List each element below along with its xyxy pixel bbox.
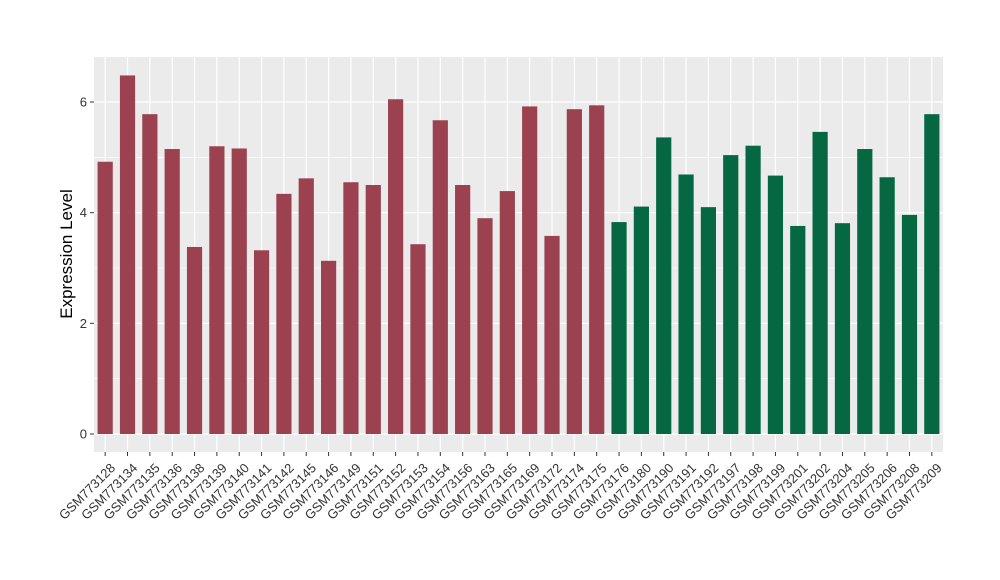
bar-GSM773146: [320, 260, 337, 434]
bar-GSM773136: [164, 149, 180, 435]
bar-GSM773175: [589, 105, 605, 434]
bar-GSM773205: [857, 149, 873, 435]
y-tick-label: 2: [80, 316, 87, 331]
bar-GSM773156: [455, 185, 471, 434]
bar-GSM773192: [700, 207, 717, 434]
bar-GSM773151: [365, 185, 381, 434]
bar-GSM773191: [678, 174, 694, 434]
bar-GSM773163: [477, 218, 493, 434]
y-axis-title: Expression Level: [57, 189, 76, 318]
bar-GSM773190: [656, 137, 672, 434]
bar-GSM773135: [142, 114, 158, 434]
bar-GSM773139: [209, 146, 225, 434]
bar-GSM773180: [633, 206, 649, 434]
bar-GSM773128: [97, 161, 113, 434]
bar-GSM773152: [388, 99, 404, 434]
bars-group: [97, 75, 940, 435]
bar-GSM773134: [119, 75, 136, 434]
bar-GSM773169: [522, 106, 538, 434]
bar-GSM773138: [186, 246, 203, 434]
bar-GSM773141: [253, 250, 270, 434]
bar-GSM773204: [834, 223, 851, 434]
bar-GSM773165: [499, 191, 515, 434]
y-tick-label: 4: [80, 205, 87, 220]
bar-GSM773208: [901, 214, 918, 434]
bar-GSM773172: [544, 235, 560, 434]
bar-GSM773174: [566, 109, 582, 435]
bar-GSM773202: [812, 131, 828, 434]
bar-GSM773176: [611, 222, 627, 434]
bar-GSM773206: [879, 177, 895, 434]
bar-GSM773149: [343, 182, 359, 434]
bar-GSM773201: [790, 225, 806, 434]
y-tick-label: 0: [80, 427, 87, 442]
bar-GSM773142: [276, 193, 292, 434]
y-axis: 0 2 4 6: [80, 95, 94, 442]
y-tick-label: 6: [80, 95, 87, 110]
bar-GSM773197: [723, 155, 739, 434]
bar-GSM773199: [767, 175, 784, 435]
bar-GSM773140: [231, 148, 247, 435]
bar-GSM773209: [924, 114, 940, 434]
bar-GSM773145: [298, 178, 314, 434]
bar-GSM773154: [432, 120, 448, 434]
bar-GSM773153: [410, 244, 426, 434]
x-axis: GSM773128GSM773134GSM773135GSM773136GSM7…: [56, 452, 945, 523]
bar-GSM773198: [745, 145, 761, 435]
